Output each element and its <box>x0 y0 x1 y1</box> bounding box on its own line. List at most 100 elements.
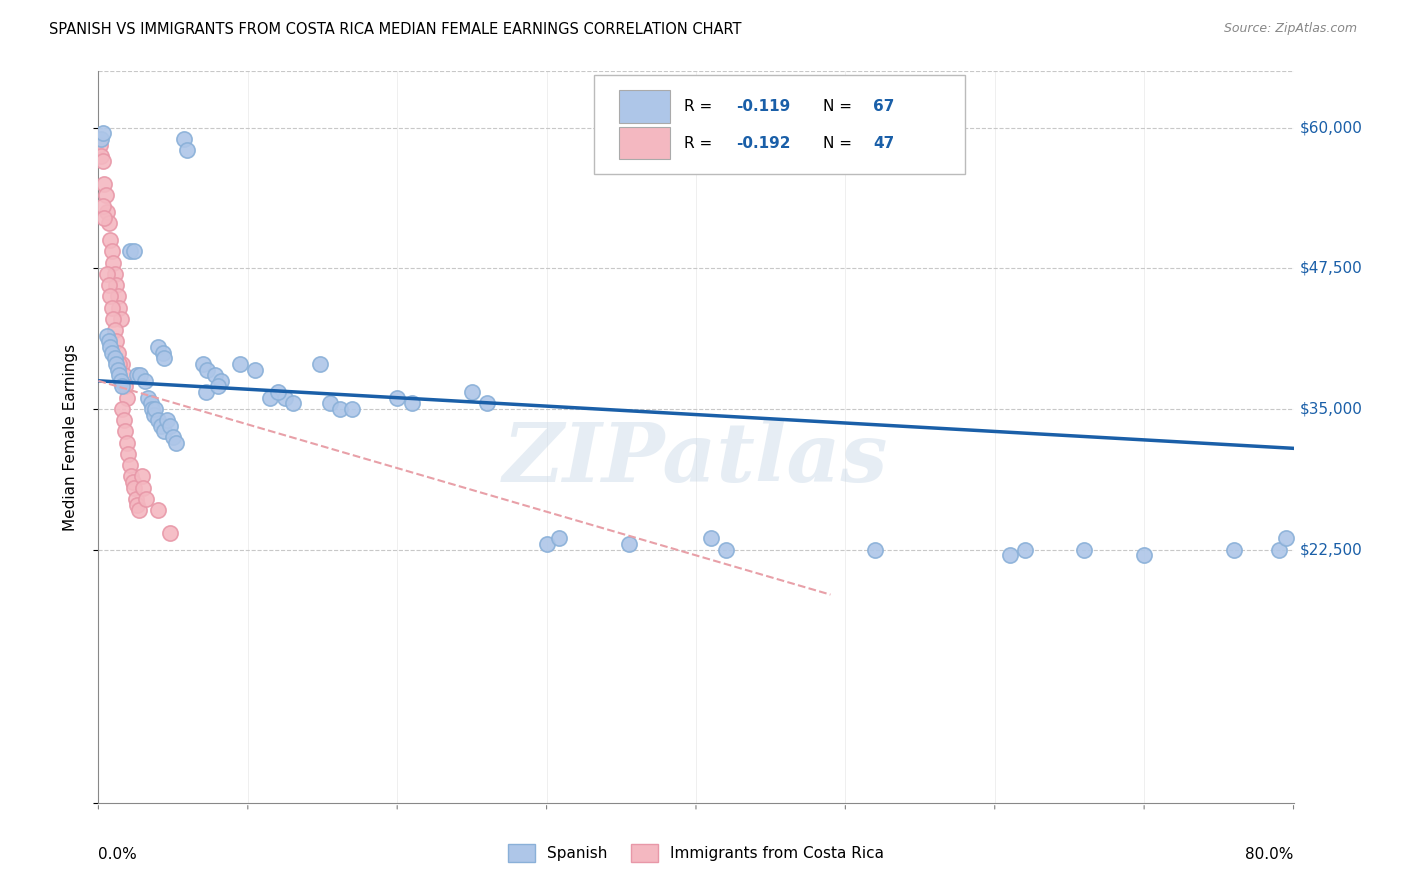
Point <box>475 396 498 410</box>
Point <box>128 503 150 517</box>
Point <box>700 532 723 546</box>
Point <box>274 391 297 405</box>
FancyBboxPatch shape <box>595 75 965 174</box>
Point <box>112 368 135 383</box>
Point <box>104 267 127 281</box>
Point <box>90 132 112 146</box>
Point <box>127 368 149 383</box>
Point <box>197 362 219 376</box>
Text: ZIPatlas: ZIPatlas <box>503 419 889 499</box>
Point <box>107 345 129 359</box>
Point <box>1275 532 1298 546</box>
Text: 80.0%: 80.0% <box>1246 847 1294 862</box>
Point <box>91 154 114 169</box>
Point <box>127 498 149 512</box>
Point <box>98 233 122 247</box>
Point <box>152 345 174 359</box>
Text: Source: ZipAtlas.com: Source: ZipAtlas.com <box>1223 22 1357 36</box>
Point <box>132 481 155 495</box>
Point <box>108 357 131 371</box>
Point <box>342 401 364 416</box>
Point <box>97 216 120 230</box>
Point <box>96 267 118 281</box>
Point <box>90 149 112 163</box>
Point <box>111 401 134 416</box>
Point <box>142 408 165 422</box>
Point <box>259 391 281 405</box>
Point <box>204 368 226 383</box>
Point <box>93 211 115 225</box>
Point <box>173 132 195 146</box>
Point <box>156 413 179 427</box>
Point <box>1223 542 1246 557</box>
Point <box>96 328 118 343</box>
Point <box>125 491 148 506</box>
Point <box>1073 542 1095 557</box>
Point <box>162 430 184 444</box>
Point <box>153 425 176 439</box>
Point <box>111 379 134 393</box>
Point <box>165 435 187 450</box>
Point <box>617 537 640 551</box>
Point <box>107 362 129 376</box>
Point <box>1267 542 1289 557</box>
Point <box>319 396 342 410</box>
Point <box>281 396 304 410</box>
FancyBboxPatch shape <box>620 90 669 122</box>
Point <box>159 418 181 433</box>
Point <box>148 503 170 517</box>
Point <box>148 340 170 354</box>
Point <box>153 351 176 366</box>
Text: -0.192: -0.192 <box>737 136 792 151</box>
Point <box>176 143 198 157</box>
Point <box>139 396 162 410</box>
Point <box>134 374 156 388</box>
Point <box>385 391 409 405</box>
Text: R =: R = <box>685 99 717 114</box>
Point <box>150 418 173 433</box>
Point <box>118 458 141 473</box>
Point <box>114 425 136 439</box>
Point <box>865 542 887 557</box>
FancyBboxPatch shape <box>620 127 669 159</box>
Point <box>107 289 129 303</box>
Point <box>191 357 214 371</box>
Point <box>94 188 117 202</box>
Text: $60,000: $60,000 <box>1299 120 1362 135</box>
Point <box>1014 542 1036 557</box>
Point <box>97 278 120 293</box>
Text: 67: 67 <box>873 99 894 114</box>
Point <box>207 379 229 393</box>
Point <box>98 289 122 303</box>
Point <box>103 312 125 326</box>
Point <box>124 244 146 259</box>
Point <box>229 357 252 371</box>
Point <box>136 391 159 405</box>
Point <box>104 351 127 366</box>
Point <box>121 475 143 489</box>
Point <box>308 357 330 371</box>
Point <box>104 323 127 337</box>
Point <box>141 401 163 416</box>
Point <box>120 469 142 483</box>
Point <box>93 177 115 191</box>
Point <box>105 278 128 293</box>
Text: 47: 47 <box>873 136 894 151</box>
Point <box>101 301 124 315</box>
Point <box>101 345 124 359</box>
Point <box>108 368 131 383</box>
Text: R =: R = <box>685 136 717 151</box>
Point <box>461 385 484 400</box>
Point <box>115 391 138 405</box>
Point <box>98 340 122 354</box>
Point <box>117 447 139 461</box>
Point <box>159 525 181 540</box>
Point <box>118 244 141 259</box>
Text: $47,500: $47,500 <box>1299 260 1362 276</box>
Point <box>108 301 131 315</box>
Point <box>115 435 138 450</box>
Point <box>103 255 125 269</box>
Point <box>105 334 128 349</box>
Point <box>91 126 114 140</box>
Point <box>110 374 132 388</box>
